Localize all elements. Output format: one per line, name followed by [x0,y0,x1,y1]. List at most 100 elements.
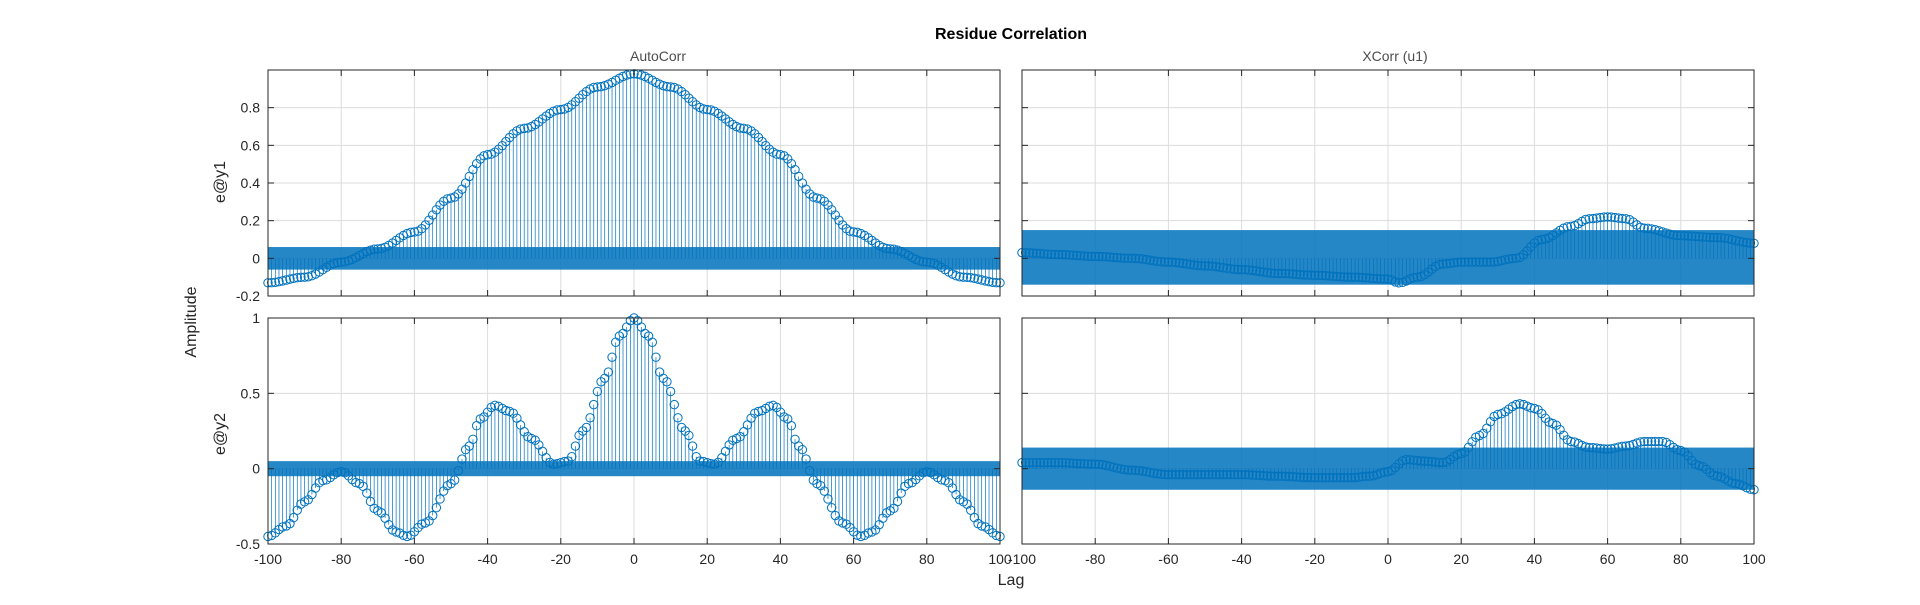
stem-marker [277,276,288,286]
stem-marker [1050,249,1060,260]
stem-marker [1247,265,1258,276]
stem-marker [1112,463,1122,473]
stem-marker [1171,257,1181,268]
stem-marker [402,228,412,239]
stem-marker [1394,278,1404,288]
stem-marker [1288,269,1298,279]
axes-xcorr-y2: -100 -80 -60 -40 -20 0 20 40 60 80 100 [1008,317,1766,567]
stem-marker [1332,473,1342,483]
stem-marker [1694,460,1704,471]
stem-marker [801,184,811,194]
stem-marker [1321,473,1331,483]
stem-marker [1317,473,1327,483]
stem-marker [1679,231,1690,241]
stem-marker [673,413,683,423]
stem-marker [1709,470,1719,480]
x-tick-label: 80 [1673,551,1689,567]
stem-marker [1372,273,1382,284]
stem-marker [665,386,676,397]
stem-marker [428,510,438,521]
stem-marker [1134,465,1144,476]
stem-marker [1233,469,1243,480]
stem-marker [1277,268,1287,279]
stem-marker [1229,469,1239,480]
stem-marker [1280,471,1291,482]
stem-marker [574,93,584,103]
stem-marker [1020,248,1031,258]
stem-marker [1379,467,1390,477]
stem-marker [698,456,709,467]
stem-marker [1324,473,1335,483]
stem-marker [1152,469,1163,479]
stem-marker [1258,470,1269,481]
stem-marker [1244,265,1254,275]
x-tick-label: 100 [988,551,1012,567]
stem-marker [1163,469,1174,480]
stem-marker [621,70,632,80]
stem-marker [1430,457,1441,467]
stem-marker [991,530,1002,541]
stem-marker [1299,472,1309,483]
stem-marker [567,452,577,462]
stem-marker [1591,443,1602,453]
stem-marker [1039,249,1049,259]
subplot-title-autocorr: AutoCorr [630,48,686,64]
stem-marker [1365,273,1375,283]
stem-marker [1408,455,1419,465]
stem-marker [1222,263,1232,274]
stem-marker [1090,459,1100,469]
stem-marker [446,479,456,489]
stem-marker [1599,444,1609,454]
y-tick-label: 1 [252,310,260,326]
stem-marker [1160,469,1170,480]
stem-marker [1028,457,1038,468]
stem-marker [1269,471,1280,481]
stem-marker [578,426,588,436]
stem-marker [1112,252,1122,263]
stem-marker [1108,252,1119,263]
y-tick-label: 0.4 [241,175,261,191]
stem-marker [1456,257,1466,267]
stem-marker [1709,232,1719,243]
stem-marker [980,276,991,286]
stem-marker [1185,469,1196,480]
stem-marker [651,352,661,362]
stem-marker [1427,456,1437,467]
stem-marker [804,466,815,476]
stem-marker [1167,469,1177,480]
stem-marker [1445,258,1455,269]
stem-marker [1613,442,1624,452]
stem-marker [1097,460,1108,470]
stem-marker [1024,248,1035,258]
stem-marker [1580,214,1591,225]
stem-marker [1441,259,1452,269]
stem-marker [1332,271,1342,282]
stem-marker [581,422,592,433]
stem-marker [1083,251,1093,261]
stem-marker [966,273,976,283]
stem-marker [1602,444,1613,454]
stem-marker [1489,257,1499,267]
stem-marker [1189,260,1199,270]
stem-marker [442,194,453,204]
stem-marker [406,227,416,238]
stem-marker [1405,455,1415,465]
x-tick-label: 40 [1527,551,1543,567]
x-tick-label: 20 [1453,551,1469,567]
stem-marker [1218,263,1229,273]
stem-marker [1171,469,1181,480]
stem-marker [1383,466,1393,477]
stem-marker [1438,259,1448,269]
stem-marker [1211,261,1221,272]
stem-marker [1643,436,1653,447]
stem-marker [1024,457,1035,468]
stem-marker [1705,232,1715,243]
stem-marker [1343,473,1353,483]
stem-marker [1485,257,1496,267]
x-tick-label: -80 [1085,551,1105,567]
stem-marker [1687,231,1697,241]
stem-marker [1094,459,1104,469]
stem-marker [955,272,965,282]
stem-marker [1482,257,1492,267]
